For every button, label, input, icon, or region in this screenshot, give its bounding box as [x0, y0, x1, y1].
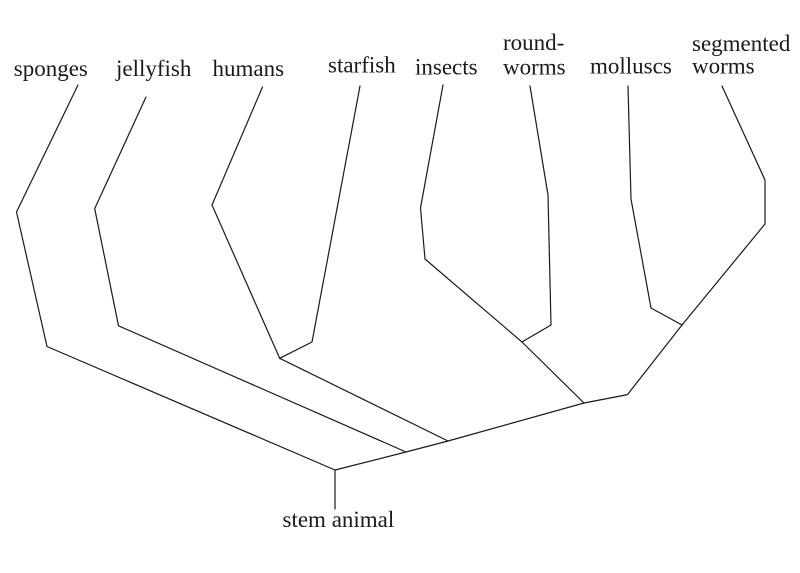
svg-text:stem animal: stem animal: [283, 507, 395, 532]
svg-text:worms: worms: [692, 54, 755, 79]
svg-text:starfish: starfish: [328, 53, 396, 78]
svg-text:humans: humans: [213, 56, 285, 81]
svg-text:sponges: sponges: [14, 56, 88, 81]
svg-text:molluscs: molluscs: [590, 53, 672, 78]
svg-text:round-: round-: [503, 30, 564, 55]
svg-text:segmented: segmented: [692, 31, 791, 56]
svg-text:worms: worms: [503, 55, 566, 80]
svg-text:insects: insects: [415, 54, 478, 79]
svg-text:jellyfish: jellyfish: [115, 56, 192, 81]
